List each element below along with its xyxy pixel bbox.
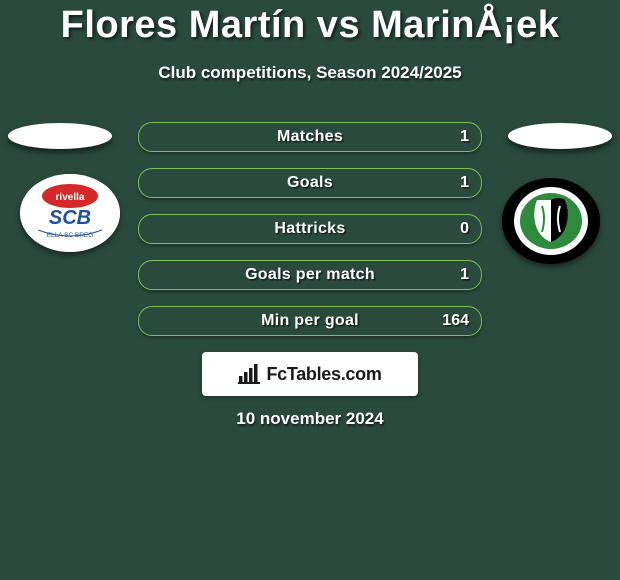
bar-chart-icon bbox=[238, 364, 260, 384]
comparison-card: Flores Martín vs MarinÅ¡ek Club competit… bbox=[0, 0, 620, 580]
attribution-box[interactable]: FcTables.com bbox=[202, 352, 418, 396]
svg-text:rivella: rivella bbox=[56, 192, 85, 203]
player-shadow-right bbox=[508, 123, 612, 149]
stat-right-value: 164 bbox=[442, 312, 469, 330]
stat-row-goals: Goals 1 bbox=[138, 168, 482, 198]
attribution-inner: FcTables.com bbox=[238, 364, 381, 385]
club-logo-left: rivella SCB ELLA SC BREG bbox=[20, 174, 120, 252]
stat-label: Goals per match bbox=[245, 266, 375, 284]
stat-row-goals-per-match: Goals per match 1 bbox=[138, 260, 482, 290]
stat-label: Hattricks bbox=[274, 220, 345, 238]
stats-list: Matches 1 Goals 1 Hattricks 0 Goals per … bbox=[138, 122, 482, 352]
date-label: 10 november 2024 bbox=[0, 409, 620, 429]
page-subtitle: Club competitions, Season 2024/2025 bbox=[0, 63, 620, 83]
sc-bregenz-logo-icon: rivella SCB ELLA SC BREG bbox=[20, 174, 120, 252]
svg-text:ELLA SC BREG: ELLA SC BREG bbox=[47, 232, 94, 239]
stat-row-hattricks: Hattricks 0 bbox=[138, 214, 482, 244]
player-shadow-left bbox=[8, 123, 112, 149]
stat-row-matches: Matches 1 bbox=[138, 122, 482, 152]
page-title: Flores Martín vs MarinÅ¡ek bbox=[0, 0, 620, 47]
stat-label: Goals bbox=[287, 174, 333, 192]
stat-right-value: 1 bbox=[460, 266, 469, 284]
stat-row-min-per-goal: Min per goal 164 bbox=[138, 306, 482, 336]
sv-ried-logo-icon bbox=[502, 178, 600, 264]
stat-right-value: 1 bbox=[460, 128, 469, 146]
club-logo-right bbox=[502, 178, 600, 264]
stat-label: Matches bbox=[277, 128, 343, 146]
stat-label: Min per goal bbox=[261, 312, 359, 330]
svg-text:SCB: SCB bbox=[49, 207, 91, 229]
stat-right-value: 0 bbox=[460, 220, 469, 238]
stat-right-value: 1 bbox=[460, 174, 469, 192]
attribution-text: FcTables.com bbox=[266, 364, 381, 385]
